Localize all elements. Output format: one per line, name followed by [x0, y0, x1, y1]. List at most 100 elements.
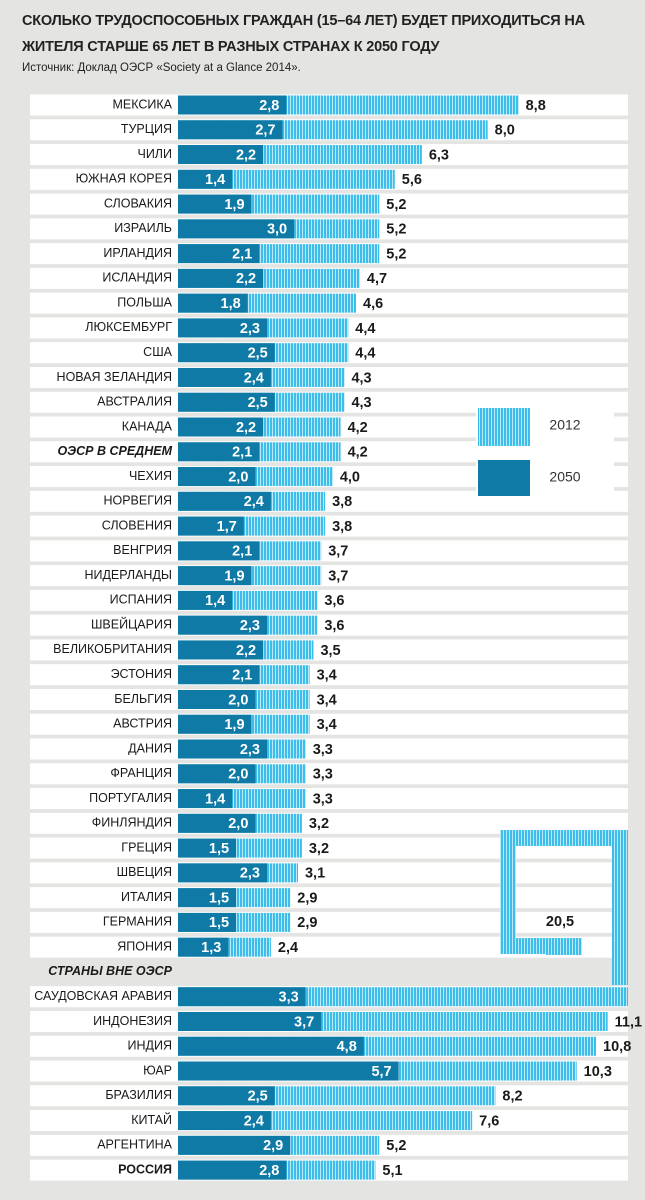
bar-2050 [178, 1160, 287, 1180]
value-label: 1,7 [217, 519, 237, 535]
value-label: 4,3 [351, 370, 371, 386]
category-label: СЛОВАКИЯ [104, 196, 172, 210]
category-label: КИТАЙ [131, 1112, 172, 1127]
value-label: 2,5 [248, 395, 268, 411]
value-label: 1,4 [205, 791, 225, 807]
value-label: 5,2 [386, 246, 406, 262]
category-label: США [143, 345, 172, 359]
category-label: ЧЕХИЯ [129, 469, 172, 483]
value-label: 1,8 [221, 296, 241, 312]
category-label: ЭСТОНИЯ [111, 667, 172, 681]
value-label: 1,5 [209, 915, 229, 931]
value-label: 4,2 [348, 445, 368, 461]
value-label: 5,1 [382, 1163, 402, 1179]
category-label: ТУРЦИЯ [121, 122, 172, 136]
bar-2050 [178, 689, 256, 709]
category-label: ЮЖНАЯ КОРЕЯ [76, 172, 172, 186]
bar-2050 [178, 194, 252, 214]
bar-2050 [178, 467, 256, 487]
value-label: 3,2 [309, 841, 329, 857]
bar-2050 [178, 888, 237, 908]
category-label: ДАНИЯ [128, 741, 172, 755]
value-label: 1,5 [209, 841, 229, 857]
bar-2050 [178, 590, 233, 610]
bar-2050 [178, 1135, 291, 1155]
category-label: РОССИЯ [118, 1162, 172, 1176]
category-label: ГРЕЦИЯ [121, 840, 172, 854]
category-label: БЕЛЬГИЯ [114, 692, 172, 706]
bar-2050 [178, 1086, 275, 1106]
category-label: САУДОВСКАЯ АРАВИЯ [34, 989, 172, 1003]
category-label: ФИНЛЯНДИЯ [92, 816, 172, 830]
value-label: 2,2 [236, 420, 256, 436]
value-label: 4,4 [355, 321, 375, 337]
value-label: 10,8 [603, 1039, 631, 1055]
legend-swatch [478, 460, 530, 496]
bar-2050 [178, 392, 275, 412]
bar-2050 [178, 615, 268, 635]
value-label: 10,3 [584, 1064, 612, 1080]
value-label: 3,3 [313, 791, 333, 807]
bar-2050 [178, 813, 256, 833]
value-label: 2,9 [297, 890, 317, 906]
value-label: 2,2 [236, 643, 256, 659]
value-label: 1,4 [205, 593, 225, 609]
value-label: 2,2 [236, 147, 256, 163]
category-label: ЯПОНИЯ [117, 939, 172, 953]
category-label: АРГЕНТИНА [97, 1138, 172, 1152]
category-label: ИСЛАНДИЯ [102, 271, 172, 285]
value-label: 2,5 [248, 1089, 268, 1105]
bar-2050 [178, 219, 295, 239]
value-label: 3,1 [305, 866, 325, 882]
value-label: 1,3 [201, 940, 221, 956]
category-label: ИЗРАИЛЬ [114, 221, 172, 235]
row-band [30, 887, 628, 909]
value-label: 1,9 [224, 197, 244, 213]
value-label: 1,5 [209, 890, 229, 906]
bar-2050 [178, 1061, 399, 1081]
bar-2050 [178, 120, 283, 140]
chart-title: СКОЛЬКО ТРУДОСПОСОБНЫХ ГРАЖДАН (15–64 ЛЕ… [22, 13, 585, 55]
value-label: 2,4 [244, 1113, 264, 1129]
category-label: НОВАЯ ЗЕЛАНДИЯ [57, 370, 172, 384]
value-label: 3,7 [328, 568, 348, 584]
category-label: ШВЕЙЦАРИЯ [91, 616, 172, 631]
bar-2050 [178, 343, 275, 363]
value-label: 2,5 [248, 346, 268, 362]
value-label: 4,7 [367, 271, 387, 287]
bar-2050 [178, 293, 248, 313]
bar-2050 [178, 640, 264, 660]
value-label: 3,8 [332, 519, 352, 535]
value-label: 3,5 [320, 643, 340, 659]
bar-2050 [178, 417, 264, 437]
value-label: 3,2 [309, 816, 329, 832]
bar-2050 [178, 268, 264, 288]
legend-label: 2050 [549, 469, 580, 485]
value-label: 2,1 [232, 544, 252, 560]
category-label: СЛОВЕНИЯ [102, 518, 172, 532]
value-label: 5,2 [386, 197, 406, 213]
bar-2050 [178, 145, 264, 165]
value-label: 8,0 [495, 123, 515, 139]
category-label: НИДЕРЛАНДЫ [84, 568, 172, 582]
category-label: КАНАДА [122, 419, 173, 433]
value-label: 8,8 [526, 98, 546, 114]
value-label: 2,3 [240, 321, 260, 337]
value-label: 3,0 [267, 222, 287, 238]
value-label: 3,4 [317, 692, 337, 708]
category-label: БРАЗИЛИЯ [105, 1088, 172, 1102]
value-label: 3,4 [317, 717, 337, 733]
value-label: 2,0 [228, 816, 248, 832]
value-label: 2,7 [255, 123, 275, 139]
category-label: ИНДОНЕЗИЯ [93, 1014, 172, 1028]
value-label: 2,0 [228, 469, 248, 485]
category-label: ВЕЛИКОБРИТАНИЯ [53, 642, 172, 656]
value-label: 2,9 [263, 1138, 283, 1154]
category-label: СТРАНЫ ВНЕ ОЭСР [48, 964, 172, 978]
value-label: 5,2 [386, 1138, 406, 1154]
category-label: ШВЕЦИЯ [117, 865, 172, 879]
category-label: АВСТРАЛИЯ [97, 395, 172, 409]
bar-2050 [178, 169, 233, 189]
value-label: 6,3 [429, 147, 449, 163]
